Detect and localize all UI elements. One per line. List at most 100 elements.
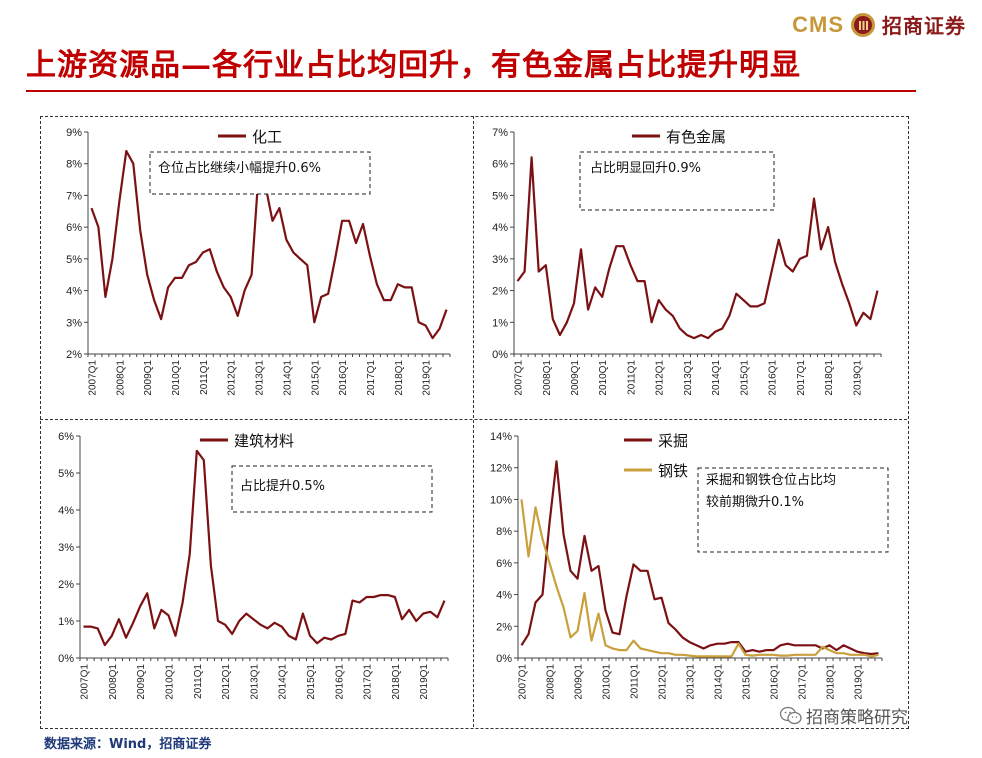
x-tick-label: 2017Q1 [363,664,374,700]
x-tick-label: 2011Q1 [193,664,204,699]
x-tick-label: 2014Q1 [278,664,289,700]
x-tick-label: 2009Q1 [136,664,147,700]
legend-label: 钢铁 [658,462,688,480]
chart-grid-divider-vertical [473,116,474,727]
x-tick-label: 2017Q1 [796,360,807,396]
y-tick-label: 14% [490,431,512,443]
legend-label: 采掘 [658,432,688,450]
x-tick-label: 2015Q1 [306,664,317,700]
y-tick-label: 6% [58,431,74,443]
annotation-text: 较前期微升0.1% [706,494,804,510]
x-tick-label: 2014Q1 [711,360,722,396]
y-tick-label: 7% [66,190,82,202]
brand-logo: CMS 招商证券 [792,10,966,39]
wechat-icon [780,706,802,724]
x-tick-label: 2009Q1 [574,664,585,700]
x-tick-label: 2012Q1 [655,360,666,396]
x-tick-label: 2010Q1 [602,664,613,700]
x-tick-label: 2019Q1 [419,664,430,700]
page-title: 上游资源品—各行业占比均回升，有色金属占比提升明显 [26,48,801,83]
annotation-text: 占比提升0.5% [240,478,325,494]
y-tick-label: 4% [66,286,82,298]
x-tick-label: 2007Q1 [87,360,98,396]
chart-chemical: 2% 3% 4% 5% 6% 7% 8% 9% 2007Q1 2008Q1 2009Q1 2010Q1… [66,127,451,396]
x-tick-label: 2008Q1 [546,664,557,700]
x-tick-label: 2016Q1 [334,664,345,700]
series-line-secondary [520,499,879,658]
x-tick-label: 2015Q1 [742,664,753,700]
series-line-primary [516,156,879,340]
chart-grid-frame [40,116,909,729]
x-tick-label: 2017Q1 [366,360,377,396]
x-tick-label: 2007Q1 [80,664,91,700]
annotation-box [579,151,775,211]
annotation-box [697,467,889,553]
y-tick-label: 0% [58,653,74,665]
series-line-primary [83,449,446,647]
y-tick-label: 2% [492,286,508,298]
wechat-watermark: 招商策略研究 [780,703,908,728]
brand-emblem-icon [851,12,875,37]
y-tick-label: 9% [66,127,82,139]
x-tick-label: 2013Q1 [255,360,266,396]
x-tick-label: 2009Q1 [143,360,154,396]
y-tick-label: 2% [66,349,82,361]
x-tick-label: 2010Q1 [598,360,609,396]
legend-label: 化工 [252,128,282,146]
y-tick-label: 3% [66,317,82,329]
x-tick-label: 2012Q1 [227,360,238,396]
x-tick-label: 2015Q1 [310,360,321,396]
y-tick-label: 6% [496,558,512,570]
y-tick-label: 7% [492,127,508,139]
y-tick-label: 4% [496,590,512,602]
x-tick-label: 2016Q1 [768,360,779,396]
y-tick-label: 0% [496,653,512,665]
y-tick-label: 5% [66,254,82,266]
x-tick-label: 2011Q1 [199,360,210,395]
x-tick-label: 2013Q1 [683,360,694,396]
x-tick-label: 2012Q1 [658,664,669,700]
y-tick-label: 12% [490,463,512,475]
series-line-primary [520,460,879,656]
x-tick-label: 2008Q1 [542,360,553,396]
x-tick-label: 2014Q1 [714,664,725,700]
brand-logo-cms: CMS [792,11,844,37]
x-tick-label: 2013Q1 [686,664,697,700]
annotation-box [231,465,433,513]
y-tick-label: 8% [496,526,512,538]
y-tick-label: 6% [492,159,508,171]
x-tick-label: 2017Q1 [798,664,809,700]
y-tick-label: 5% [492,190,508,202]
y-tick-label: 3% [492,254,508,266]
x-tick-label: 2019Q1 [854,664,865,700]
y-tick-label: 4% [492,222,508,234]
x-tick-label: 2016Q1 [338,360,349,396]
x-tick-label: 2018Q1 [391,664,402,700]
x-tick-label: 2018Q1 [826,664,837,700]
x-tick-label: 2012Q1 [221,664,232,700]
x-tick-label: 2014Q1 [282,360,293,396]
x-tick-label: 2011Q1 [630,664,641,699]
y-tick-label: 6% [66,222,82,234]
y-tick-label: 2% [496,621,512,633]
y-tick-label: 4% [58,505,74,517]
chart-building-materials: 0% 1% 2% 3% 4% 5% 6% 2007Q1 2008Q1 2009Q1 2010Q1 20… [58,431,449,700]
chart-nonferrous-metals: 0% 1% 2% 3% 4% 5% 6% 7% 2007Q1 2008Q1 2009Q1 2010Q1… [492,127,882,396]
x-tick-label: 2015Q1 [739,360,750,396]
x-tick-label: 2018Q1 [394,360,405,396]
wechat-watermark-text: 招商策略研究 [806,708,908,728]
x-tick-label: 2007Q1 [518,664,529,700]
y-tick-label: 1% [58,616,74,628]
x-tick-label: 2007Q1 [514,360,525,396]
chart-grid-divider-horizontal [40,419,907,420]
data-source-note: 数据来源：Wind，招商证券 [44,737,212,752]
y-tick-label: 2% [58,579,74,591]
x-tick-label: 2018Q1 [824,360,835,396]
x-tick-label: 2013Q1 [249,664,260,700]
y-tick-label: 3% [58,542,74,554]
annotation-text: 采掘和钢铁仓位占比均 [706,473,836,488]
y-tick-label: 10% [490,494,512,506]
annotation-text: 仓位占比继续小幅提升0.6% [158,160,321,176]
y-tick-label: 0% [492,349,508,361]
x-tick-label: 2011Q1 [626,360,637,395]
